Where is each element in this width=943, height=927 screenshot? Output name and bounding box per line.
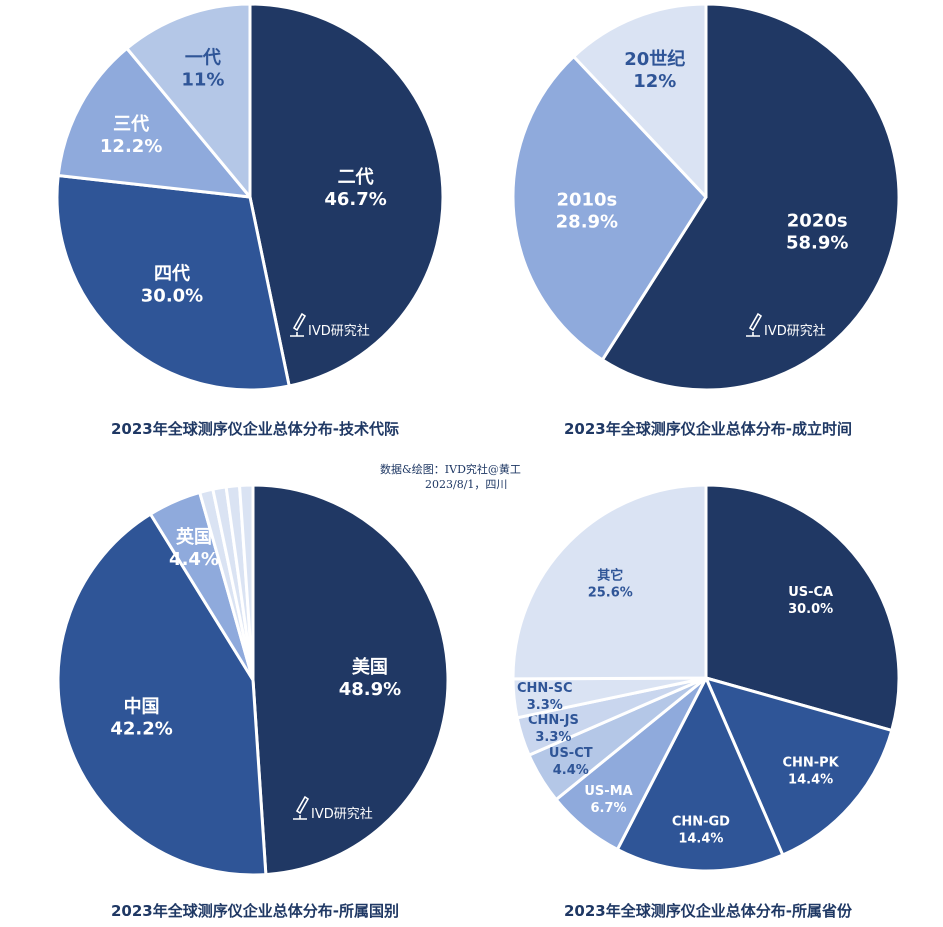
chart-title-country: 2023年全球测序仪企业总体分布-所属国别 xyxy=(111,902,399,920)
slice-label: CHN-GD xyxy=(672,814,730,829)
slice-value-label: 4.4% xyxy=(169,549,219,570)
slice-label: CHN-PK xyxy=(782,755,839,770)
slice-label: 其它 xyxy=(597,568,623,584)
pie-slice-US-CA xyxy=(704,483,901,732)
slice-value-label: 4.4% xyxy=(553,763,589,778)
slice-label: CHN-JS xyxy=(528,713,579,728)
pie-slice xyxy=(238,483,255,682)
watermark-text: IVD研究社 xyxy=(308,323,370,339)
slice-label: 20世纪 xyxy=(624,48,685,70)
slice-label: US-CA xyxy=(788,585,833,600)
slice-label: 四代 xyxy=(154,264,190,285)
slice-value-label: 30.0% xyxy=(141,286,203,307)
pie-slice-2010s xyxy=(511,55,708,362)
watermark-text: IVD研究社 xyxy=(311,806,373,822)
slice-value-label: 14.4% xyxy=(678,831,723,846)
pie-slice-一代 xyxy=(125,2,252,199)
pie-slice-其它 xyxy=(511,483,708,681)
pie-slice-二代 xyxy=(248,2,445,388)
chart-title-generation: 2023年全球测序仪企业总体分布-技术代际 xyxy=(111,420,399,438)
pie-slice-20世纪 xyxy=(572,2,708,199)
slice-value-label: 42.2% xyxy=(110,719,172,740)
chart-title-founding: 2023年全球测序仪企业总体分布-成立时间 xyxy=(564,420,852,438)
pie-slice-2020s xyxy=(600,2,901,392)
slice-label: 中国 xyxy=(124,696,160,718)
slice-label: 二代 xyxy=(338,167,374,188)
slice-label: 英国 xyxy=(175,526,212,548)
slice-value-label: 46.7% xyxy=(324,189,386,210)
slice-value-label: 48.9% xyxy=(339,679,401,700)
pie-slice-CHN-PK xyxy=(704,676,894,857)
slice-value-label: 6.7% xyxy=(591,801,627,816)
microscope-icon xyxy=(293,795,310,820)
watermark-text: IVD研究社 xyxy=(764,323,826,339)
slice-label: 一代 xyxy=(185,47,221,68)
slice-value-label: 14.4% xyxy=(788,772,833,787)
pie-chart-3: US-CA 30.0% CHN-PK 14.4% CHN-GD 14.4% US-MA 6.7… xyxy=(511,483,901,873)
slice-label: 2020s xyxy=(787,210,848,231)
pie-slice-四代 xyxy=(55,173,291,392)
chart-title-province: 2023年全球测序仪企业总体分布-所属省份 xyxy=(564,902,852,920)
credit-line-2: 2023/8/1，四川 xyxy=(425,478,508,491)
microscope-icon xyxy=(290,312,307,337)
microscope-icon xyxy=(746,312,763,337)
slice-label: US-CT xyxy=(549,746,593,761)
slice-value-label: 11% xyxy=(181,69,224,90)
pie-slice-CHN-GD xyxy=(615,676,785,873)
slice-value-label: 12.2% xyxy=(100,136,162,157)
slice-value-label: 28.9% xyxy=(556,211,618,232)
pie-slice-美国 xyxy=(251,483,450,877)
slice-value-label: 58.9% xyxy=(786,232,848,253)
slice-value-label: 30.0% xyxy=(788,602,833,617)
slice-label: 2010s xyxy=(556,189,617,210)
credit-line-1: 数据&绘图：IVD究社@黄工 xyxy=(380,463,521,476)
slice-label: CHN-SC xyxy=(517,681,573,696)
slice-label: 美国 xyxy=(352,656,388,678)
slice-label: 三代 xyxy=(113,114,149,135)
slice-value-label: 3.3% xyxy=(527,698,563,713)
credit-note: 数据&绘图：IVD究社@黄工 2023/8/1，四川 xyxy=(380,462,600,492)
slice-value-label: 12% xyxy=(633,71,676,92)
slice-label: US-MA xyxy=(584,784,632,799)
slice-value-label: 25.6% xyxy=(588,586,633,601)
pie-slice-中国 xyxy=(56,512,268,877)
pie-slice-三代 xyxy=(56,46,252,199)
slice-value-label: 3.3% xyxy=(535,730,571,745)
